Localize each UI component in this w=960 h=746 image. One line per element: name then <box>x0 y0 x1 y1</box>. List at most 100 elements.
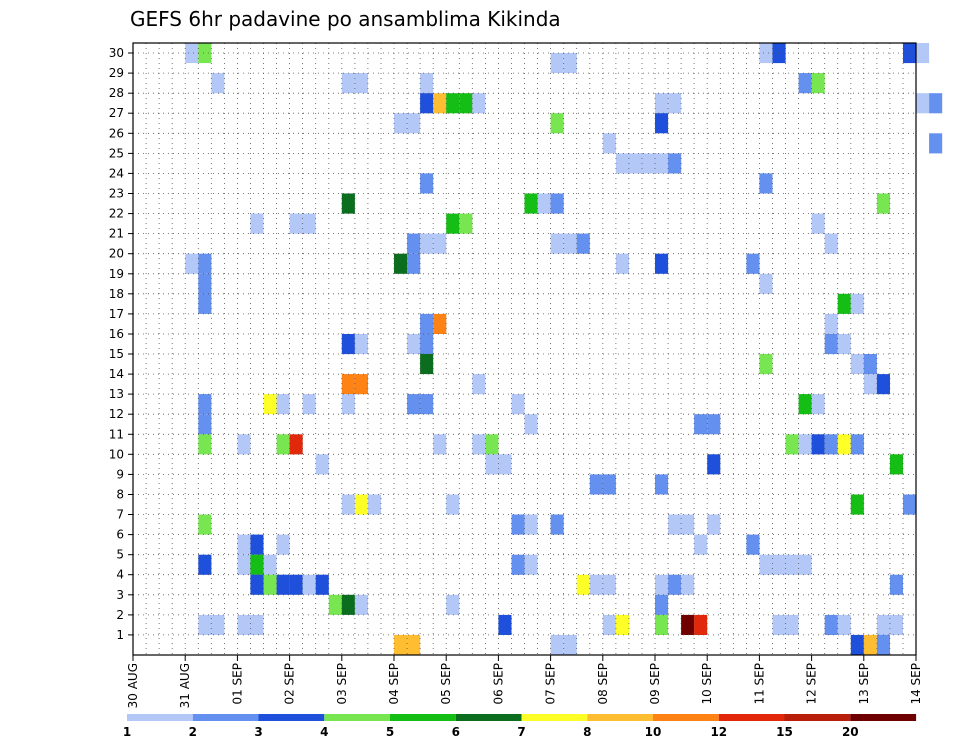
heatmap-cell <box>407 233 421 254</box>
heatmap-cell <box>850 354 864 375</box>
heatmap-cell <box>198 434 212 455</box>
heatmap-cell <box>759 554 773 575</box>
y-tick-label: 30 <box>109 46 124 60</box>
heatmap-cell <box>811 73 825 94</box>
x-tick-label: 31 AUG <box>178 663 192 708</box>
heatmap-cell <box>850 434 864 455</box>
heatmap-cell <box>276 434 290 455</box>
heatmap-cell <box>341 494 355 515</box>
y-tick-label: 20 <box>109 247 124 261</box>
heatmap-cell <box>341 193 355 214</box>
heatmap-cell <box>837 434 851 455</box>
chart-grid <box>133 43 916 655</box>
heatmap-cell <box>655 474 669 495</box>
y-tick-label: 24 <box>109 166 124 180</box>
heatmap-cell <box>263 554 277 575</box>
legend-label: 3 <box>254 725 262 739</box>
heatmap-cell <box>354 494 368 515</box>
legend-label: 2 <box>189 725 197 739</box>
heatmap-cell <box>889 614 903 635</box>
heatmap-cell <box>446 93 460 114</box>
heatmap-cell <box>472 374 486 395</box>
heatmap-cell <box>237 534 251 555</box>
heatmap-cell <box>250 614 264 635</box>
y-tick-label: 22 <box>109 207 124 221</box>
heatmap-cell <box>341 73 355 94</box>
heatmap-cell <box>315 574 329 595</box>
heatmap-cell <box>811 213 825 234</box>
legend-label: 15 <box>776 725 793 739</box>
legend-label: 12 <box>710 725 727 739</box>
heatmap-cell <box>746 534 760 555</box>
heatmap-cell <box>628 153 642 174</box>
heatmap-cell <box>916 43 930 64</box>
heatmap-cell <box>433 233 447 254</box>
heatmap-cell <box>394 113 408 134</box>
heatmap-cell <box>341 594 355 615</box>
heatmap-cells <box>185 43 943 655</box>
heatmap-cell <box>798 554 812 575</box>
heatmap-cell <box>903 43 917 64</box>
heatmap-cell <box>354 73 368 94</box>
heatmap-cell <box>655 574 669 595</box>
y-tick-label: 14 <box>109 367 124 381</box>
x-tick-label: 10 SEP <box>700 663 714 705</box>
heatmap-cell <box>876 193 890 214</box>
y-tick-label: 8 <box>116 488 124 502</box>
heatmap-cell <box>198 293 212 314</box>
heatmap-cell <box>798 73 812 94</box>
heatmap-cell <box>837 614 851 635</box>
heatmap-cell <box>863 634 877 655</box>
y-tick-label: 12 <box>109 407 124 421</box>
heatmap-cell <box>263 574 277 595</box>
heatmap-cell <box>929 93 943 114</box>
y-tick-label: 13 <box>109 387 124 401</box>
legend-color-swatch <box>718 714 785 721</box>
heatmap-cell <box>759 354 773 375</box>
heatmap-cell <box>459 213 473 234</box>
heatmap-cell <box>420 313 434 334</box>
heatmap-cell <box>876 614 890 635</box>
heatmap-cell <box>341 334 355 355</box>
heatmap-cell <box>889 454 903 475</box>
heatmap-cell <box>694 614 708 635</box>
heatmap-cell <box>394 253 408 274</box>
x-tick-label: 06 SEP <box>491 663 505 705</box>
heatmap-cell <box>563 53 577 74</box>
heatmap-cell <box>746 253 760 274</box>
y-tick-label: 26 <box>109 126 124 140</box>
heatmap-cell <box>250 534 264 555</box>
heatmap-cell <box>407 634 421 655</box>
heatmap-cell <box>850 494 864 515</box>
x-tick-label: 07 SEP <box>544 663 558 705</box>
heatmap-cell <box>772 43 786 64</box>
legend-label: 5 <box>386 725 394 739</box>
heatmap-cell <box>824 614 838 635</box>
heatmap-cell <box>655 594 669 615</box>
legend-color-swatch <box>455 714 522 721</box>
heatmap-cell <box>602 133 616 154</box>
x-tick-label: 11 SEP <box>752 663 766 705</box>
heatmap-cell <box>655 113 669 134</box>
heatmap-cell <box>367 494 381 515</box>
y-tick-label: 18 <box>109 287 124 301</box>
heatmap-cell <box>785 554 799 575</box>
y-tick-label: 7 <box>116 508 124 522</box>
heatmap-cell <box>850 293 864 314</box>
heatmap-cell <box>211 614 225 635</box>
heatmap-cell <box>198 394 212 415</box>
heatmap-cell <box>511 394 525 415</box>
heatmap-cell <box>407 334 421 355</box>
heatmap-cell <box>602 614 616 635</box>
heatmap-cell <box>798 394 812 415</box>
legend-label: 10 <box>645 725 662 739</box>
legend-color-swatch <box>390 714 456 721</box>
heatmap-cell <box>498 454 512 475</box>
heatmap-cell <box>550 53 564 74</box>
heatmap-cell <box>511 554 525 575</box>
legend-color-swatch <box>850 714 917 721</box>
legend-label: 20 <box>842 725 859 739</box>
heatmap-cell <box>929 133 943 154</box>
heatmap-cell <box>824 334 838 355</box>
heatmap-cell <box>642 153 656 174</box>
